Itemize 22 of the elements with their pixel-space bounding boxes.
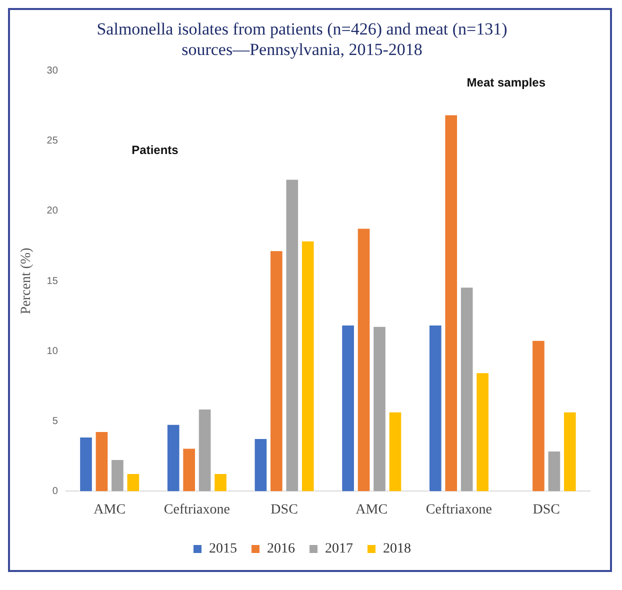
legend-label: 2018 (383, 542, 411, 557)
legend-label: 2016 (267, 542, 295, 557)
x-tick-label: AMC (356, 502, 388, 518)
y-tick-label: 15 (46, 276, 58, 287)
y-tick-label: 5 (52, 416, 58, 427)
annotation: Patients (132, 142, 179, 157)
x-tick-label: DSC (532, 502, 560, 518)
y-tick-label: 20 (46, 206, 58, 217)
x-tick-label: Ceftriaxone (426, 502, 492, 518)
y-tick-label: 0 (52, 486, 58, 497)
y-tick-label: 30 (46, 66, 58, 77)
text: sources––Pennsylvania, 2015-2018 (182, 40, 422, 60)
y-axis-title: Percent (%) (19, 247, 34, 314)
y-tick-label: 10 (46, 346, 58, 357)
legend-label: 2017 (325, 542, 353, 557)
annotation: Meat samples (466, 76, 546, 90)
text: Salmonella isolates from patients (n=426) and meat (n=131) (96, 20, 508, 39)
legend-label: 2015 (209, 542, 237, 557)
x-tick-label: AMC (94, 502, 126, 518)
y-tick-label: 25 (46, 136, 58, 147)
x-tick-label: DSC (270, 502, 298, 518)
x-tick-label: Ceftriaxone (164, 502, 230, 518)
